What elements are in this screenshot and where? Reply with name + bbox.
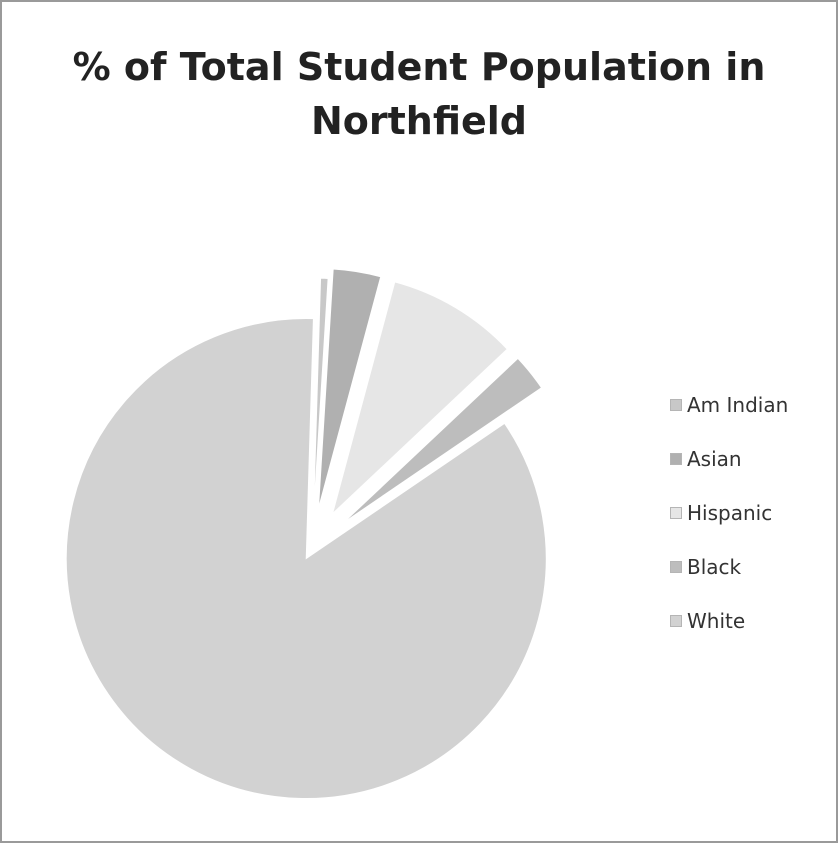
legend-label: Am Indian [687, 393, 789, 417]
legend-swatch [670, 453, 682, 465]
legend-item-am-indian: Am Indian [670, 378, 788, 432]
legend-label: Hispanic [687, 501, 773, 525]
pie-slice-white [65, 318, 547, 799]
pie-slice-hispanic [331, 281, 508, 516]
pie-slice-am-indian [312, 277, 329, 519]
legend-swatch [670, 561, 682, 573]
legend-label: White [687, 609, 746, 633]
legend-item-white: White [670, 594, 788, 648]
legend-swatch [670, 507, 682, 519]
pie-slices [65, 268, 547, 799]
legend: Am Indian Asian Hispanic Black White [670, 378, 788, 648]
pie-slice-black [342, 357, 543, 524]
chart-title: % of Total Student Population in Northfi… [72, 45, 766, 143]
legend-label: Black [687, 555, 742, 579]
legend-label: Asian [687, 447, 742, 471]
legend-swatch [670, 399, 682, 411]
legend-swatch [670, 615, 682, 627]
legend-item-asian: Asian [670, 432, 788, 486]
legend-item-black: Black [670, 540, 788, 594]
pie-slice-asian [317, 268, 382, 509]
legend-item-hispanic: Hispanic [670, 486, 788, 540]
